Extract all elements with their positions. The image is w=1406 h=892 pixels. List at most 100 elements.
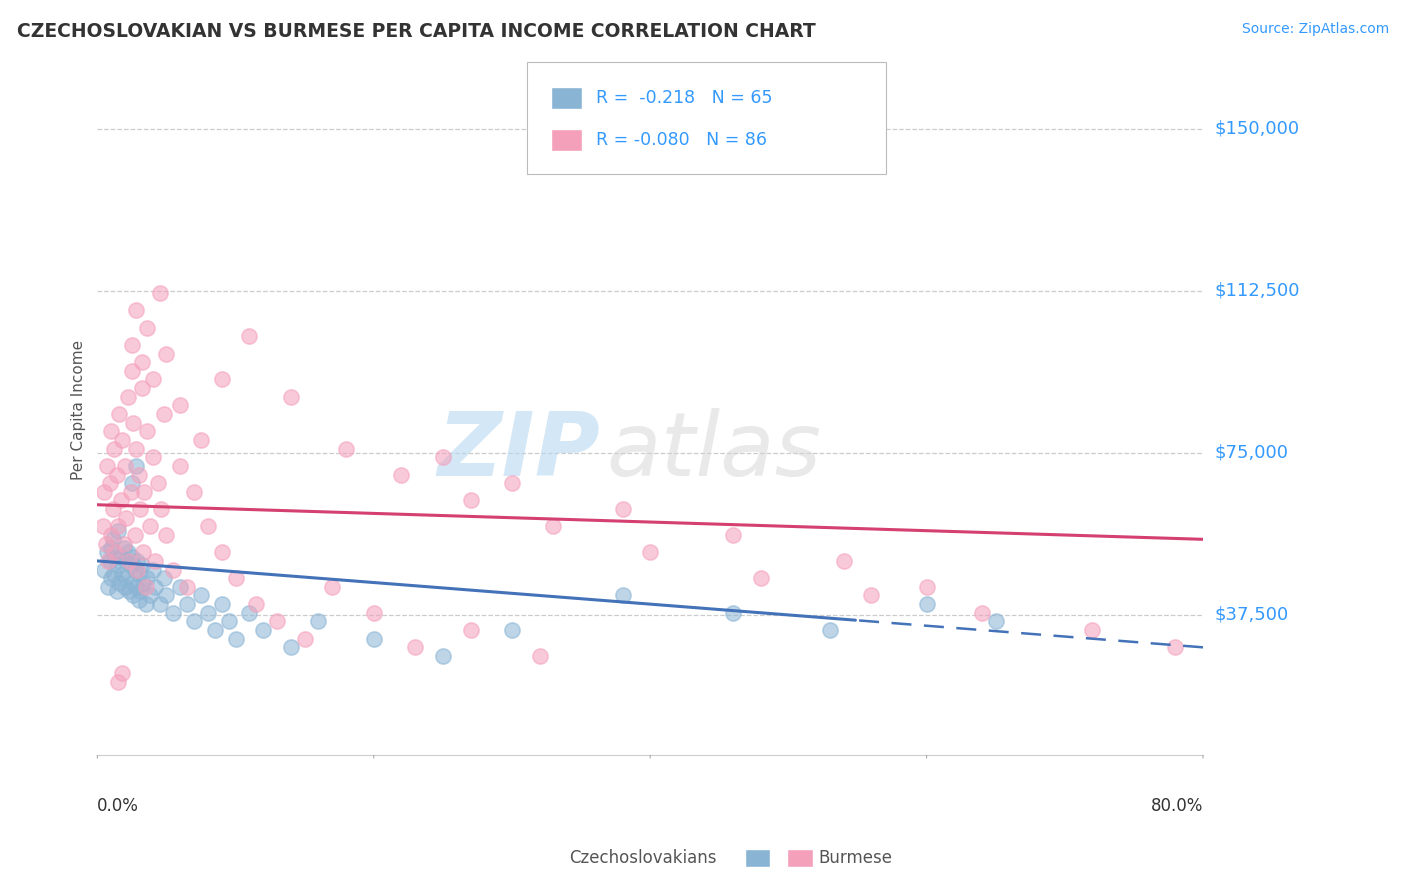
Point [100,528,122,542]
Point [118,584,141,599]
Point [197,519,219,533]
Point [460,493,482,508]
Point [146,476,169,491]
Point [117,545,139,559]
Point [321,580,343,594]
Point [218,615,240,629]
Point [204,623,226,637]
Point [145,554,167,568]
Point [125,580,148,594]
Point [197,606,219,620]
Point [501,476,523,491]
Point [308,615,330,629]
Point [122,589,145,603]
Point [118,554,141,568]
Point [169,398,191,412]
Point [107,558,129,573]
Point [832,554,855,568]
Point [114,554,136,568]
Point [125,442,148,456]
Text: atlas: atlas [606,409,821,494]
Point [120,558,142,573]
Point [162,563,184,577]
Point [93,563,115,577]
Point [98,476,121,491]
Point [363,606,385,620]
Point [152,407,174,421]
Point [125,303,148,318]
Point [1164,640,1187,655]
Point [155,589,177,603]
Point [136,425,159,439]
Point [225,632,247,646]
Text: $75,000: $75,000 [1215,444,1288,462]
Point [101,533,124,547]
Point [638,545,661,559]
Point [142,372,165,386]
Point [294,632,316,646]
Point [183,484,205,499]
Point [970,606,993,620]
Point [103,566,125,581]
Point [280,640,302,655]
Point [818,623,841,637]
Point [110,549,132,564]
Point [91,519,114,533]
Point [121,549,143,564]
Point [245,597,267,611]
Point [128,467,150,482]
Text: $112,500: $112,500 [1215,282,1299,300]
Point [1081,623,1104,637]
Point [280,390,302,404]
Point [432,450,454,465]
Point [105,584,128,599]
Point [134,484,156,499]
Point [97,580,120,594]
Point [96,545,118,559]
Point [131,558,153,573]
Y-axis label: Per Capita Income: Per Capita Income [72,340,86,480]
Text: ZIP: ZIP [437,408,600,495]
Point [152,571,174,585]
Point [120,484,142,499]
Point [155,528,177,542]
Point [96,458,118,473]
Text: Czechoslovakians: Czechoslovakians [569,849,717,867]
Point [100,571,122,585]
Point [97,554,120,568]
Point [721,606,744,620]
Point [112,536,135,550]
Point [111,566,134,581]
Point [176,580,198,594]
Point [135,580,157,594]
Point [529,648,551,663]
Text: 80.0%: 80.0% [1150,797,1204,814]
Point [176,597,198,611]
Point [612,589,634,603]
Point [749,571,772,585]
Point [460,623,482,637]
Point [162,606,184,620]
Point [132,575,155,590]
Point [104,549,127,564]
Point [107,524,129,538]
Point [501,623,523,637]
Point [363,632,385,646]
Point [155,346,177,360]
Point [121,575,143,590]
Point [101,502,124,516]
Point [124,528,146,542]
Point [432,648,454,663]
Point [238,606,260,620]
Point [211,545,233,559]
Point [110,493,132,508]
Point [125,458,148,473]
Point [93,484,115,499]
Point [190,589,212,603]
Point [117,390,139,404]
Point [104,545,127,559]
Point [404,640,426,655]
Point [915,580,938,594]
Point [107,674,129,689]
Point [94,536,117,550]
